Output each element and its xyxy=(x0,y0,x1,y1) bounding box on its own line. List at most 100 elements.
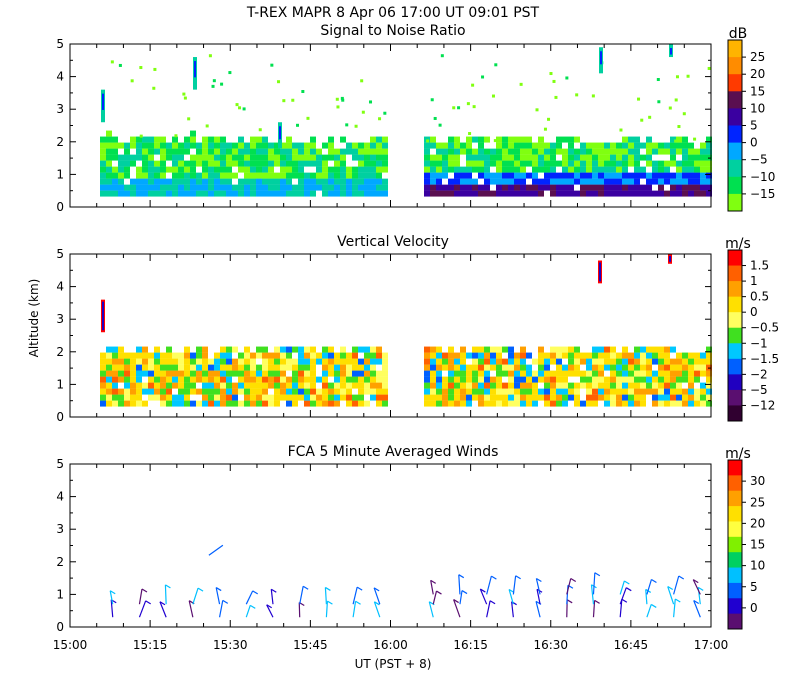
snr-cell xyxy=(358,172,364,179)
snr-cell xyxy=(688,142,694,149)
snr-cell xyxy=(292,142,298,149)
velocity-cell xyxy=(274,388,280,395)
snr-cell xyxy=(508,166,514,173)
velocity-cell xyxy=(544,376,550,383)
velocity-cell xyxy=(136,364,142,371)
velocity-cell xyxy=(706,394,712,401)
snr-cell xyxy=(292,154,298,161)
snr-cell xyxy=(544,160,550,167)
velocity-cell xyxy=(706,400,712,407)
velocity-cell xyxy=(256,358,262,365)
velocity-cell xyxy=(238,388,244,395)
snr-cell xyxy=(550,154,556,161)
velocity-cell xyxy=(610,370,616,377)
velocity-cell xyxy=(244,370,250,377)
wind-barb-flag xyxy=(373,587,380,592)
velocity-cell xyxy=(340,382,346,389)
velocity-cell xyxy=(268,388,274,395)
velocity-cell xyxy=(502,400,508,407)
velocity-cell xyxy=(532,358,538,365)
snr-cell xyxy=(214,136,220,143)
snr-cell xyxy=(628,178,634,185)
velocity-cell xyxy=(628,388,634,395)
velocity-cell xyxy=(340,376,346,383)
snr-cell xyxy=(484,154,490,161)
velocity-cell xyxy=(238,370,244,377)
velocity-cell xyxy=(466,364,472,371)
velocity-cell xyxy=(610,376,616,383)
velocity-cell xyxy=(316,400,322,407)
velocity-cell xyxy=(604,352,610,359)
snr-cell xyxy=(508,148,514,155)
velocity-cell xyxy=(178,382,184,389)
velocity-cell xyxy=(238,382,244,389)
colorbar-segment xyxy=(728,567,742,584)
velocity-cell xyxy=(592,352,598,359)
velocity-cell xyxy=(274,352,280,359)
snr-cell xyxy=(628,172,634,179)
snr-cell xyxy=(448,166,454,173)
velocity-cell xyxy=(100,382,106,389)
snr-cell xyxy=(664,154,670,161)
velocity-cell xyxy=(292,400,298,407)
snr-cell xyxy=(352,148,358,155)
snr-cell xyxy=(370,142,376,149)
velocity-cell xyxy=(598,400,604,407)
velocity-cell xyxy=(472,376,478,383)
velocity-cell xyxy=(142,382,148,389)
velocity-cell xyxy=(208,400,214,407)
velocity-cell xyxy=(424,346,430,353)
colorbar-segment xyxy=(728,582,742,599)
snr-cell xyxy=(544,154,550,161)
velocity-cell xyxy=(124,370,130,377)
velocity-cell xyxy=(130,382,136,389)
snr-cell xyxy=(538,154,544,161)
velocity-cell xyxy=(166,388,172,395)
velocity-cell xyxy=(124,364,130,371)
snr-cell xyxy=(586,178,592,185)
snr-cell xyxy=(466,154,472,161)
snr-cell xyxy=(118,178,124,185)
snr-cell xyxy=(694,178,700,185)
velocity-cell xyxy=(562,364,568,371)
velocity-cell xyxy=(688,370,694,377)
snr-cell xyxy=(208,166,214,173)
velocity-cell xyxy=(508,346,514,353)
snr-cell xyxy=(118,160,124,167)
snr-cell xyxy=(298,166,304,173)
velocity-cell xyxy=(502,382,508,389)
velocity-cell xyxy=(310,364,316,371)
snr-cell xyxy=(250,160,256,167)
wind-barb-flag xyxy=(650,603,657,608)
snr-cell xyxy=(184,148,190,155)
snr-cell xyxy=(634,142,640,149)
velocity-cell xyxy=(550,346,556,353)
snr-cell xyxy=(268,190,274,197)
velocity-cell xyxy=(520,346,526,353)
velocity-cell xyxy=(244,358,250,365)
snr-cell xyxy=(160,142,166,149)
winds-unit: m/s xyxy=(725,446,751,462)
velocity-cell xyxy=(424,358,430,365)
snr-cell xyxy=(454,148,460,155)
velocity-cell xyxy=(328,346,334,353)
snr-cell xyxy=(526,154,532,161)
velocity-cell xyxy=(208,388,214,395)
velocity-cell xyxy=(316,388,322,395)
velocity-cell xyxy=(586,376,592,383)
snr-cell xyxy=(478,172,484,179)
snr-cell xyxy=(190,142,196,149)
snr-cell xyxy=(508,184,514,191)
snr-cell xyxy=(184,190,190,197)
snr-cell xyxy=(322,184,328,191)
snr-cell xyxy=(178,172,184,179)
velocity-cell xyxy=(592,346,598,353)
velocity-cell xyxy=(286,382,292,389)
velocity-cell xyxy=(580,400,586,407)
snr-cell xyxy=(514,184,520,191)
velocity-cell xyxy=(100,364,106,371)
velocity-cell xyxy=(364,346,370,353)
snr-cell xyxy=(532,172,538,179)
velocity-cell xyxy=(538,370,544,377)
snr-cell xyxy=(304,148,310,155)
